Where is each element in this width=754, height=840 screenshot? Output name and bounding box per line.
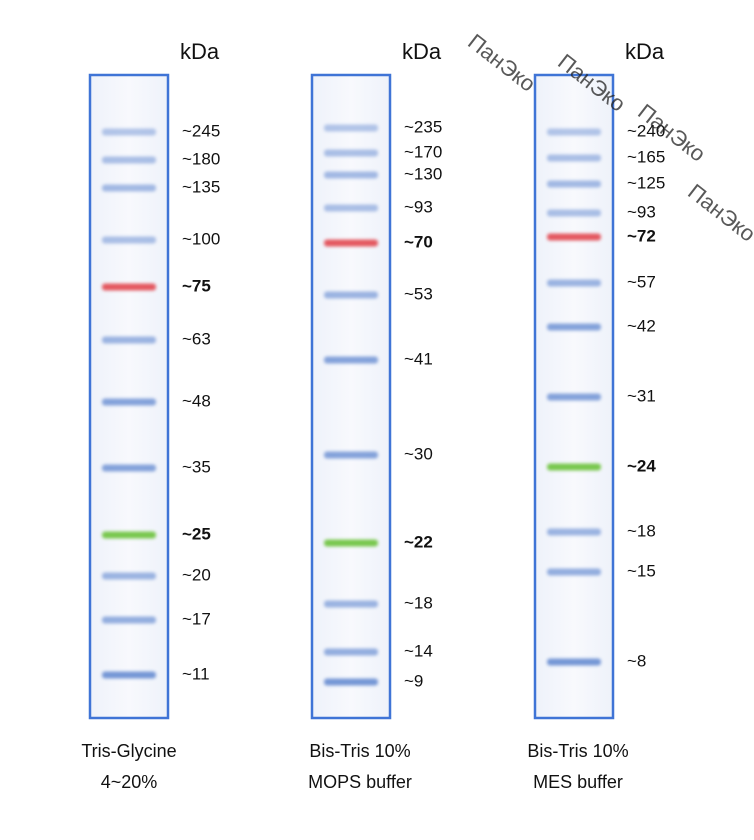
band-label: ~35 bbox=[182, 457, 211, 476]
band bbox=[102, 398, 156, 406]
band bbox=[102, 336, 156, 344]
band-label: ~9 bbox=[404, 671, 423, 690]
band bbox=[324, 239, 378, 247]
band bbox=[547, 463, 601, 471]
band bbox=[102, 184, 156, 192]
band bbox=[102, 128, 156, 136]
band bbox=[547, 568, 601, 576]
band-label: ~42 bbox=[627, 316, 656, 335]
band bbox=[324, 204, 378, 212]
lane-caption: 4~20% bbox=[101, 772, 158, 792]
band-label: ~75 bbox=[182, 276, 211, 295]
band-label: ~245 bbox=[182, 121, 220, 140]
band bbox=[102, 671, 156, 679]
band bbox=[324, 678, 378, 686]
band-label: ~240 bbox=[627, 121, 665, 140]
unit-label: kDa bbox=[180, 39, 220, 64]
band bbox=[324, 539, 378, 547]
band-label: ~100 bbox=[182, 229, 220, 248]
band-label: ~31 bbox=[627, 386, 656, 405]
band-label: ~130 bbox=[404, 164, 442, 183]
band bbox=[547, 393, 601, 401]
band bbox=[324, 600, 378, 608]
band bbox=[547, 528, 601, 536]
band-label: ~25 bbox=[182, 524, 211, 543]
watermark: ПанЭко bbox=[683, 179, 754, 247]
band-label: ~30 bbox=[404, 444, 433, 463]
band bbox=[324, 124, 378, 132]
band-label: ~125 bbox=[627, 173, 665, 192]
band-label: ~48 bbox=[182, 391, 211, 410]
band-label: ~15 bbox=[627, 561, 656, 580]
band bbox=[547, 128, 601, 136]
lane-caption: MES buffer bbox=[533, 772, 623, 792]
band-label: ~22 bbox=[404, 532, 433, 551]
band bbox=[547, 323, 601, 331]
band bbox=[324, 149, 378, 157]
band-label: ~72 bbox=[627, 226, 656, 245]
band-label: ~14 bbox=[404, 641, 433, 660]
band bbox=[547, 658, 601, 666]
band-label: ~70 bbox=[404, 232, 433, 251]
band bbox=[324, 171, 378, 179]
band-label: ~18 bbox=[404, 593, 433, 612]
band bbox=[547, 279, 601, 287]
band-label: ~93 bbox=[404, 197, 433, 216]
band-label: ~63 bbox=[182, 329, 211, 348]
band-label: ~53 bbox=[404, 284, 433, 303]
band-label: ~18 bbox=[627, 521, 656, 540]
band bbox=[102, 616, 156, 624]
band bbox=[102, 156, 156, 164]
band bbox=[324, 356, 378, 364]
band bbox=[547, 233, 601, 241]
band bbox=[324, 451, 378, 459]
band bbox=[547, 154, 601, 162]
band bbox=[102, 572, 156, 580]
band-label: ~8 bbox=[627, 651, 646, 670]
band bbox=[547, 180, 601, 188]
unit-label: kDa bbox=[625, 39, 665, 64]
band-label: ~24 bbox=[627, 456, 656, 475]
band bbox=[102, 236, 156, 244]
band-label: ~170 bbox=[404, 142, 442, 161]
band bbox=[547, 209, 601, 217]
band-label: ~135 bbox=[182, 177, 220, 196]
band-label: ~20 bbox=[182, 565, 211, 584]
band bbox=[324, 648, 378, 656]
lane-caption: Tris-Glycine bbox=[81, 741, 176, 761]
band-label: ~180 bbox=[182, 149, 220, 168]
band-label: ~17 bbox=[182, 609, 211, 628]
band-label: ~57 bbox=[627, 272, 656, 291]
band bbox=[324, 291, 378, 299]
band-label: ~11 bbox=[182, 664, 210, 683]
lane-caption: MOPS buffer bbox=[308, 772, 412, 792]
lane-caption: Bis-Tris 10% bbox=[309, 741, 410, 761]
band bbox=[102, 464, 156, 472]
band-label: ~165 bbox=[627, 147, 665, 166]
lane-caption: Bis-Tris 10% bbox=[527, 741, 628, 761]
band-label: ~235 bbox=[404, 117, 442, 136]
unit-label: kDa bbox=[402, 39, 442, 64]
band bbox=[102, 283, 156, 291]
band-label: ~41 bbox=[404, 349, 433, 368]
band bbox=[102, 531, 156, 539]
gel-lane bbox=[88, 73, 170, 720]
watermark: ПанЭко bbox=[463, 29, 540, 97]
gel-lane bbox=[310, 73, 392, 720]
band-label: ~93 bbox=[627, 202, 656, 221]
